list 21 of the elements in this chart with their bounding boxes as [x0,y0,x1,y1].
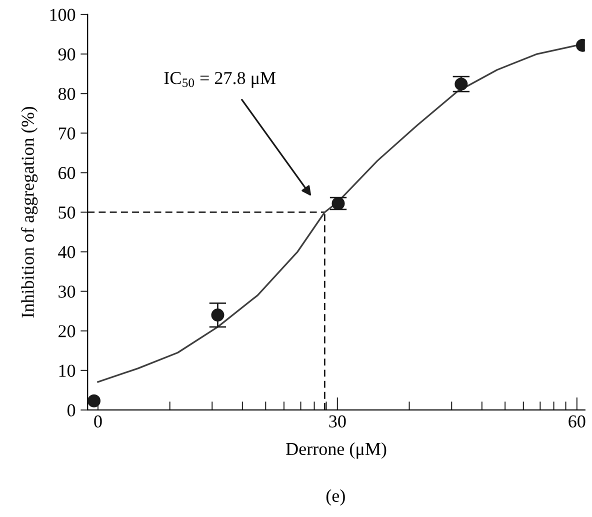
y-tick-label: 70 [58,127,76,140]
y-axis-title: Inhibition of aggregation (%) [21,106,38,318]
y-tick-label: 40 [58,246,76,258]
y-tick-label: 80 [58,88,76,100]
annotation: IC$_{50}$ = 27.8 μM [164,72,276,88]
point [88,394,101,408]
x-tick-label: 30 [329,415,346,428]
y-tick-label: 0 [67,404,76,416]
y-tick-label: 20 [58,325,76,338]
y-tick-label: 10 [59,364,76,377]
y-tick-label: 60 [58,166,76,180]
y-tick-label: 100 [50,8,76,21]
point [211,308,224,322]
x-axis-title: Derrone (μM) [286,442,386,459]
x-tick-label: 0 [94,415,102,428]
y-tick-label: 50 [58,206,76,219]
x-tick-label: 60 [568,415,586,428]
y-tick-label: 30 [58,286,76,298]
y-tick-label: 90 [58,48,76,60]
text: (e) [326,489,345,506]
point [332,197,345,210]
